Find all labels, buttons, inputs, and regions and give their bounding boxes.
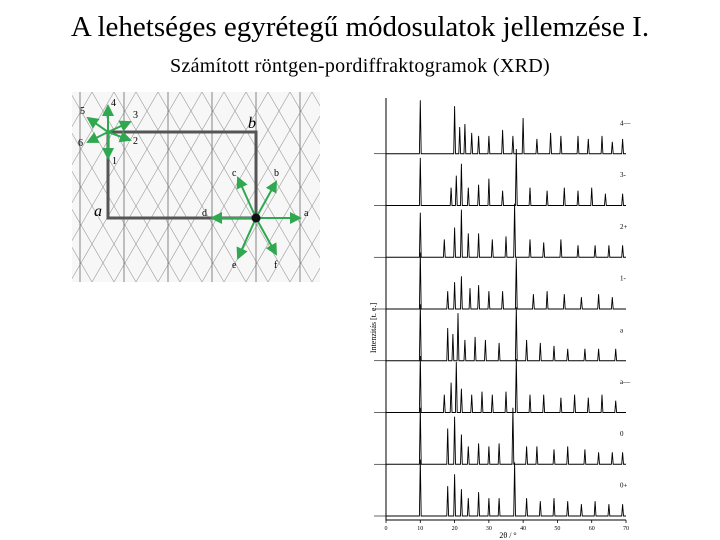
arrow-3: [107, 120, 132, 133]
lattice-line: [72, 92, 137, 204]
lattice-line: [157, 92, 269, 282]
lattice-line: [72, 92, 93, 128]
lattice-line: [245, 153, 320, 282]
x-axis-label: 2θ / °: [499, 531, 516, 540]
lattice-diagram: 4 5 3 6 2 1 a b c b d a e f: [72, 92, 320, 282]
x-tick-label: 50: [554, 526, 560, 532]
y-axis-label: Intenzitás [t. e.]: [369, 303, 378, 354]
lattice-line: [91, 92, 203, 282]
lattice-line: [289, 229, 320, 282]
arrow-label-f: f: [274, 260, 278, 271]
lattice-line: [72, 246, 93, 282]
arrow-label-a: a: [304, 208, 309, 219]
x-tick-label: 0: [385, 526, 388, 532]
xrd-series-line: [386, 203, 626, 258]
xrd-series-line: [386, 304, 626, 362]
lattice-line: [113, 92, 225, 282]
lattice-line: [72, 208, 115, 282]
cell-label-b: b: [248, 115, 256, 132]
cell-label-a: a: [94, 203, 102, 220]
xrd-series-line: [386, 148, 626, 206]
arrow-label-6: 6: [78, 138, 83, 149]
arrow-6: [86, 131, 109, 143]
x-tick-label: 20: [452, 526, 458, 532]
series-label: 2+: [620, 223, 628, 231]
arrow-label-d: d: [202, 208, 207, 219]
right-arrow-star: c b d a e f: [202, 168, 309, 271]
arrow-label-b: b: [274, 168, 279, 179]
arrow-5: [86, 116, 109, 133]
arrow-b: [255, 180, 277, 219]
xrd-series-line: [386, 407, 626, 465]
xrd-ticks: 0 10 20 30 40 50 60 70: [385, 520, 629, 532]
series-label: 1-: [620, 275, 627, 283]
left-arrow-star: 4 5 3 6 2 1: [78, 98, 138, 167]
unit-cell: [106, 130, 258, 220]
series-label: 3-: [620, 171, 627, 179]
series-label: 0+: [620, 482, 628, 490]
lattice-line: [289, 92, 320, 145]
lattice-line: [179, 92, 291, 282]
page-title: A lehetséges egyrétegű módosulatok jelle…: [70, 11, 650, 43]
arrow-label-3: 3: [133, 110, 138, 121]
series-label: 4—: [620, 119, 632, 127]
arrow-f: [255, 217, 277, 256]
page-subtitle: Számított röntgen-pordiffraktogramok (XR…: [170, 55, 550, 77]
lattice-line: [267, 191, 320, 282]
xrd-series-line: [386, 252, 626, 310]
arrow-label-2: 2: [133, 136, 138, 147]
lattice-line: [267, 92, 320, 183]
x-tick-label: 70: [623, 526, 629, 532]
x-tick-label: 40: [520, 526, 526, 532]
xrd-chart: 4— 3- 2+ 1- a a— 0 0+ 0 10 20 30 40 50 60 70 Intenzitá…: [369, 98, 632, 540]
lattice-line: [72, 92, 181, 280]
arrow-label-e: e: [232, 260, 237, 271]
arrow-e: [236, 217, 257, 260]
lattice-line: [135, 92, 247, 282]
arrow-label-c: c: [232, 168, 237, 179]
arrow-label-4: 4: [111, 98, 116, 109]
xrd-series-line: [386, 355, 626, 413]
series-label: a—: [620, 378, 631, 386]
series-label: a: [620, 326, 624, 334]
arrow-label-5: 5: [80, 106, 85, 117]
xrd-series-group: 4— 3- 2+ 1- a a— 0 0+: [374, 100, 632, 517]
x-tick-label: 60: [589, 526, 595, 532]
series-label: 0: [620, 430, 624, 438]
x-tick-label: 30: [486, 526, 492, 532]
lattice-line: [72, 92, 159, 242]
star-center: [251, 213, 261, 223]
arrow-2: [107, 130, 132, 143]
xrd-series-line: [386, 100, 626, 155]
arrow-c: [236, 176, 257, 219]
xrd-series-line: [386, 459, 626, 517]
arrow-label-1: 1: [112, 156, 117, 167]
x-tick-label: 10: [417, 526, 423, 532]
